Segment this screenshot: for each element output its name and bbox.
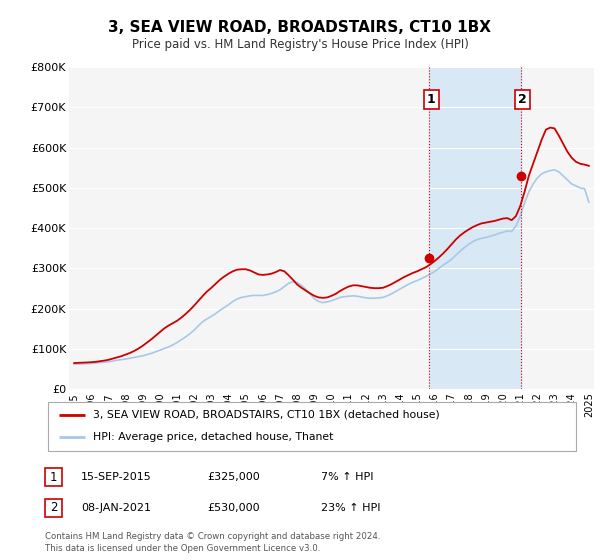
Text: 15-SEP-2015: 15-SEP-2015 [81,472,152,482]
Text: £325,000: £325,000 [207,472,260,482]
Text: 3, SEA VIEW ROAD, BROADSTAIRS, CT10 1BX (detached house): 3, SEA VIEW ROAD, BROADSTAIRS, CT10 1BX … [93,410,440,420]
Text: 7% ↑ HPI: 7% ↑ HPI [321,472,373,482]
Text: 2: 2 [518,93,527,106]
Text: 1: 1 [427,93,436,106]
Text: 23% ↑ HPI: 23% ↑ HPI [321,503,380,513]
Bar [430,67,521,389]
Text: 3, SEA VIEW ROAD, BROADSTAIRS, CT10 1BX: 3, SEA VIEW ROAD, BROADSTAIRS, CT10 1BX [109,20,491,35]
Text: 08-JAN-2021: 08-JAN-2021 [81,503,151,513]
Text: 1: 1 [50,470,57,484]
Text: 2: 2 [50,501,57,515]
Text: £530,000: £530,000 [207,503,260,513]
Text: HPI: Average price, detached house, Thanet: HPI: Average price, detached house, Than… [93,432,333,442]
Text: Price paid vs. HM Land Registry's House Price Index (HPI): Price paid vs. HM Land Registry's House … [131,38,469,50]
Text: Contains HM Land Registry data © Crown copyright and database right 2024.
This d: Contains HM Land Registry data © Crown c… [45,532,380,553]
